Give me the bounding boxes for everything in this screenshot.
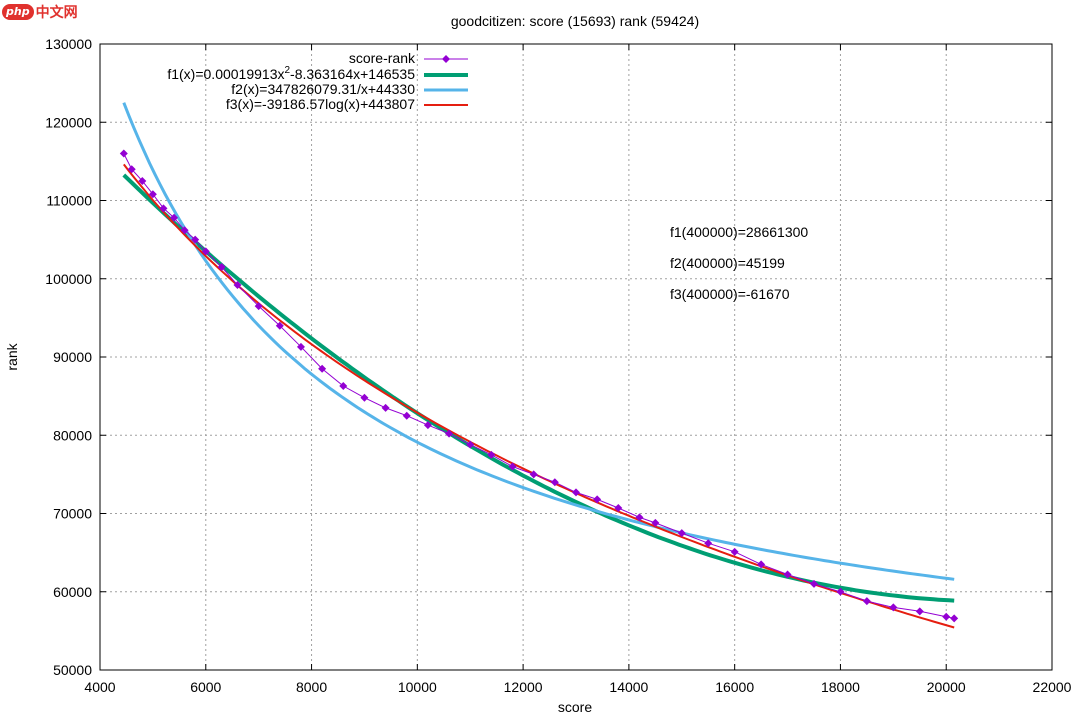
data-point	[550, 478, 559, 487]
data-point	[593, 495, 602, 504]
x-tick-label: 10000	[398, 679, 437, 695]
data-point	[138, 176, 147, 185]
series-line-f1	[122, 173, 955, 603]
x-tick-label: 4000	[84, 679, 115, 695]
data-point	[318, 364, 327, 373]
data-point	[296, 342, 305, 351]
data-point	[360, 393, 369, 402]
x-tick-label: 18000	[821, 679, 860, 695]
data-point	[508, 462, 517, 471]
x-tick-label: 6000	[190, 679, 221, 695]
data-point	[423, 421, 432, 430]
x-tick-label: 16000	[715, 679, 754, 695]
data-point	[614, 504, 623, 513]
data-point	[402, 411, 411, 420]
data-point	[757, 560, 766, 569]
x-axis-label: score	[558, 699, 592, 715]
data-point	[889, 603, 898, 612]
data-point	[254, 302, 263, 311]
y-tick-label: 90000	[53, 349, 92, 365]
legend-marker-score-rank	[442, 55, 450, 63]
annotation-f1: f1(400000)=28661300	[670, 224, 808, 240]
data-point	[677, 529, 686, 538]
legend: score-rank f1(x)=0.00019913x2-8.363164x+…	[167, 50, 468, 112]
x-tick-label: 22000	[1033, 679, 1072, 695]
data-point	[942, 612, 951, 621]
data-point	[635, 513, 644, 522]
data-point	[217, 263, 226, 272]
data-point	[862, 597, 871, 606]
x-tick-label: 8000	[296, 679, 327, 695]
data-point	[445, 429, 454, 438]
x-tick-label: 14000	[609, 679, 648, 695]
data-point	[651, 518, 660, 527]
data-point	[836, 587, 845, 596]
grid-lines	[100, 44, 1052, 670]
series-layer	[119, 102, 959, 629]
annotation-f2: f2(400000)=45199	[670, 255, 785, 271]
axis-ticks: 4000 6000 8000 10000 12000 14000 16000 18000 200…	[45, 36, 1071, 695]
legend-label-f2: f2(x)=347826079.31/x+44330	[231, 81, 415, 97]
data-point	[572, 488, 580, 497]
y-tick-label: 50000	[53, 662, 92, 678]
series-line-score-rank	[123, 153, 955, 619]
series-line-f2	[122, 102, 955, 581]
y-axis-label: rank	[4, 342, 20, 370]
legend-label-f3: f3(x)=-39186.57log(x)+443807	[226, 96, 415, 112]
site-watermark-logo: php 中文网	[2, 2, 78, 22]
y-tick-label: 100000	[45, 271, 92, 287]
legend-label-f1: f1(x)=0.00019913x2-8.363164x+146535	[167, 65, 415, 82]
y-tick-label: 80000	[53, 427, 92, 443]
data-point	[339, 381, 348, 390]
data-point	[191, 235, 200, 244]
x-tick-label: 20000	[927, 679, 966, 695]
data-point	[704, 539, 713, 548]
data-point	[233, 281, 242, 290]
y-tick-label: 60000	[53, 584, 92, 600]
data-point	[950, 614, 959, 623]
data-point	[170, 213, 179, 222]
annotation-f3: f3(400000)=-61670	[670, 286, 790, 302]
data-point	[529, 470, 538, 479]
y-tick-label: 130000	[45, 36, 92, 52]
data-point	[810, 579, 818, 588]
data-point	[127, 165, 136, 174]
data-point	[487, 450, 496, 459]
data-point	[915, 607, 924, 616]
data-point	[159, 204, 168, 213]
y-tick-label: 70000	[53, 506, 92, 522]
series-line-f3	[123, 163, 955, 629]
x-tick-label: 12000	[504, 679, 543, 695]
data-point	[119, 149, 128, 158]
data-point	[466, 440, 475, 449]
data-point	[783, 570, 792, 579]
chart-title: goodcitizen: score (15693) rank (59424)	[451, 13, 699, 29]
watermark-php-badge: php	[2, 4, 34, 20]
data-point	[381, 403, 390, 412]
annotations: f1(400000)=28661300 f2(400000)=45199 f3(…	[670, 224, 808, 302]
data-point	[275, 321, 284, 330]
data-point	[148, 190, 157, 199]
data-point	[201, 247, 210, 256]
y-tick-label: 120000	[45, 114, 92, 130]
data-point	[180, 226, 189, 235]
legend-label-score-rank: score-rank	[349, 50, 416, 66]
data-point	[730, 547, 739, 556]
watermark-site-text: 中文网	[35, 5, 78, 21]
y-tick-label: 110000	[46, 193, 92, 209]
